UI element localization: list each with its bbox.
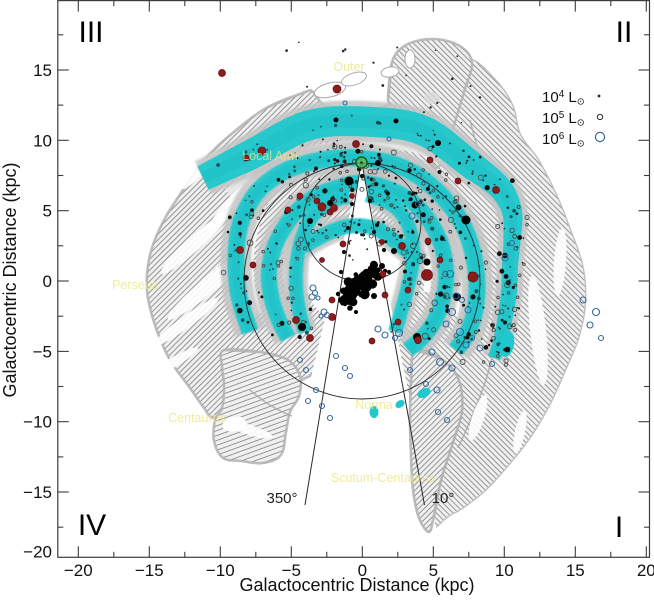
- svg-text:Galactocentric Distance (kpc): Galactocentric Distance (kpc): [239, 575, 474, 595]
- svg-text:Centaurus: Centaurus: [168, 411, 226, 425]
- svg-text:Local Arm: Local Arm: [242, 149, 298, 163]
- svg-text:−15: −15: [135, 561, 164, 580]
- svg-text:−15: −15: [23, 483, 52, 502]
- svg-text:20: 20: [637, 561, 654, 580]
- svg-text:Scutum-Centaurus: Scutum-Centaurus: [331, 471, 435, 485]
- svg-text:−10: −10: [206, 561, 235, 580]
- svg-text:350°: 350°: [266, 490, 297, 507]
- svg-text:I: I: [615, 511, 623, 544]
- svg-text:10°: 10°: [432, 490, 455, 507]
- svg-text:IV: IV: [78, 509, 106, 542]
- svg-text:0: 0: [43, 272, 52, 291]
- svg-text:5: 5: [43, 202, 52, 221]
- svg-text:106 L⊙: 106 L⊙: [542, 131, 585, 150]
- svg-text:III: III: [78, 16, 103, 49]
- svg-text:−20: −20: [23, 543, 52, 562]
- svg-text:5: 5: [429, 561, 438, 580]
- svg-text:0: 0: [358, 561, 367, 580]
- svg-text:104 L⊙: 104 L⊙: [542, 89, 585, 108]
- svg-text:105 L⊙: 105 L⊙: [542, 110, 585, 129]
- svg-text:−5: −5: [282, 561, 301, 580]
- svg-text:15: 15: [566, 561, 585, 580]
- svg-text:−5: −5: [33, 342, 52, 361]
- svg-text:10: 10: [495, 561, 514, 580]
- svg-text:10: 10: [33, 131, 52, 150]
- svg-text:−20: −20: [64, 561, 93, 580]
- svg-text:Galactocentric Distance (kpc): Galactocentric Distance (kpc): [0, 162, 20, 397]
- svg-text:II: II: [616, 16, 633, 49]
- svg-text:Outer: Outer: [333, 60, 364, 74]
- svg-text:15: 15: [33, 61, 52, 80]
- svg-text:Perseus: Perseus: [112, 278, 158, 292]
- svg-text:Norma: Norma: [355, 398, 393, 412]
- svg-text:−10: −10: [23, 413, 52, 432]
